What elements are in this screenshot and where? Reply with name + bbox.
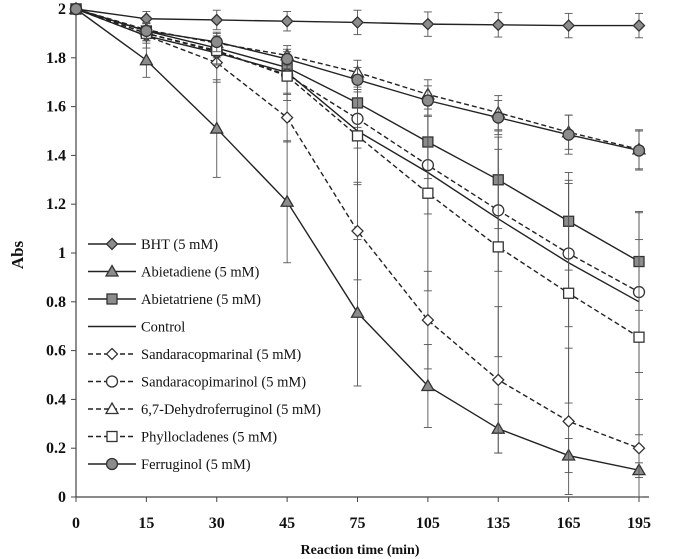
data-point [281,70,293,82]
y-tick-label: 0 [58,489,66,506]
data-point [350,305,365,318]
data-point [351,130,364,142]
data-point [492,241,504,253]
data-point [210,13,224,27]
data-point [562,128,575,141]
legend-marker [104,264,120,277]
data-point [280,194,295,207]
data-point [210,35,223,49]
data-point [492,111,505,124]
legend-label: Abietatriene (5 mM) [141,292,261,308]
legend-marker [106,430,118,443]
data-point [421,313,435,327]
y-tick-label: 0.8 [46,294,66,311]
x-tick-label: 195 [627,515,651,532]
legend-marker [106,293,118,305]
data-point [139,52,154,66]
legend: BHT (5 mM) Abietadiene (5 mM) Abietatriene… [88,237,321,473]
data-point [351,224,364,238]
x-tick-label: 75 [350,515,366,532]
data-point [69,2,83,16]
data-point [209,121,224,134]
legend-entry: Sandaracopmarinal (5 mM) [88,347,301,363]
y-tick-label: 2 [58,1,66,18]
data-point [633,331,645,343]
data-point [280,111,294,124]
x-tick-label: 165 [557,515,581,532]
plot-area: 0 0.2 0.4 0.6 0.8 1 1.2 1.4 1.6 1.8 2 0 15 30 45 75 105 1… [46,1,651,532]
series-9 [69,2,646,171]
legend-entry: 6,7-Dehydroferruginol (5 mM) [88,401,321,418]
legend-entry: Abietatriene (5 mM) [88,292,261,308]
legend-label: Control [141,320,185,336]
legend-label: Sandaracopimarinol (5 mM) [141,375,306,391]
data-point [491,18,505,32]
data-point [421,94,435,107]
legend-marker [104,401,120,415]
legend-label: 6,7-Dehydroferruginol (5 mM) [141,402,321,418]
data-point [632,144,646,157]
y-tick-label: 0.2 [46,440,66,457]
x-axis-title: Reaction time (min) [301,543,420,558]
y-tick-label: 1.4 [46,147,66,164]
legend-label: Abietadiene (5 mM) [141,265,260,281]
legend-label: Sandaracopmarinal (5 mM) [141,347,301,363]
legend-entry: Sandaracopimarinol (5 mM) [88,375,306,391]
data-point [420,378,435,392]
legend-entry: Control [88,320,185,336]
y-tick-label: 1.8 [46,50,66,67]
x-tick-label: 15 [138,515,154,532]
y-tick-label: 0.6 [46,343,66,360]
data-point [140,24,153,38]
data-point [632,19,646,33]
legend-marker [105,237,119,251]
legend-label: Phyllocladenes (5 mM) [141,430,277,446]
x-tick-label: 45 [279,515,295,532]
data-point [280,14,294,28]
x-tick-label: 105 [416,515,440,532]
legend-entry: Abietadiene (5 mM) [88,264,260,281]
x-tick-label: 0 [72,515,80,532]
legend-label: Ferruginol (5 mM) [141,457,251,473]
legend-marker [105,347,119,361]
data-point [632,441,646,455]
x-tick-label: 30 [209,515,225,532]
y-tick-label: 1 [58,245,66,262]
y-tick-label: 0.4 [46,391,66,408]
data-point [280,52,294,66]
legend-marker [105,457,119,471]
legend-label: BHT (5 mM) [141,237,218,253]
legend-entry: Ferruginol (5 mM) [88,457,251,473]
data-point [491,373,505,387]
y-axis-title: Abs [8,240,27,269]
x-tick-label: 135 [486,515,510,532]
data-point [562,287,575,299]
data-point [422,187,434,199]
y-tick-label: 1.2 [46,196,66,213]
series-line [75,8,640,449]
legend-entry: BHT (5 mM) [88,237,218,253]
data-point [351,73,364,86]
data-point [562,414,576,428]
legend-marker [105,375,119,388]
data-point [351,16,364,29]
data-point [421,17,435,31]
data-point [562,19,576,33]
y-tick-label: 1.6 [46,99,66,116]
legend-entry: Phyllocladenes (5 mM) [88,430,277,446]
